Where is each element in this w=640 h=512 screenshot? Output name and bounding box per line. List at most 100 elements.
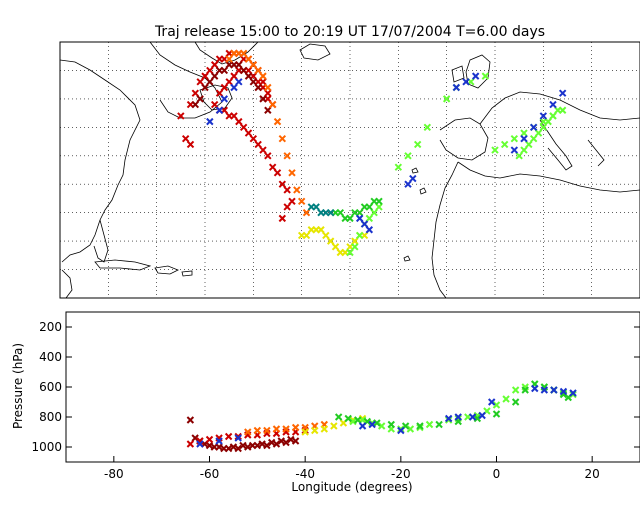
- profile-point: [406, 425, 415, 433]
- map-point: [259, 72, 267, 80]
- profile-point: [397, 425, 405, 433]
- map-point: [544, 117, 552, 126]
- map-point: [249, 61, 258, 69]
- profile-point: [444, 414, 453, 423]
- x-tick-label: -40: [295, 467, 315, 481]
- profile-point: [196, 440, 204, 448]
- map-point: [264, 152, 272, 160]
- profile-ylabel: Pressure (hPa): [11, 343, 25, 429]
- map-point: [375, 203, 383, 211]
- map-point: [254, 66, 262, 75]
- map-point: [259, 95, 267, 103]
- profile-point: [559, 387, 568, 396]
- map-point: [230, 72, 238, 80]
- map-point: [423, 123, 432, 132]
- map-point: [355, 231, 364, 240]
- coastline-british-isles: [465, 54, 491, 89]
- profile-point: [492, 410, 501, 418]
- profile-point: [253, 426, 262, 435]
- profile-point: [368, 420, 376, 429]
- profile-point: [511, 398, 520, 406]
- chart-title: Traj release 15:00 to 20:19 UT 17/07/200…: [154, 24, 545, 40]
- map-point: [206, 117, 214, 126]
- profile-point: [229, 443, 238, 451]
- profile-point: [478, 411, 486, 420]
- profile-point: [354, 416, 362, 424]
- profile-point: [287, 435, 295, 444]
- profile-point: [550, 386, 558, 394]
- map-point: [346, 214, 354, 223]
- profile-point: [531, 384, 539, 393]
- profile-point: [377, 422, 386, 430]
- profile-point: [320, 425, 329, 433]
- map-point: [264, 106, 272, 114]
- profile-point: [416, 422, 424, 430]
- y-tick-label: 400: [39, 350, 62, 364]
- profile-point: [272, 425, 281, 433]
- profile-point: [511, 386, 520, 394]
- map-point: [215, 106, 224, 114]
- map-point: [273, 117, 282, 126]
- profile-point: [244, 428, 252, 436]
- map-point: [268, 163, 277, 171]
- map-point: [360, 220, 369, 228]
- profile-point: [425, 420, 434, 429]
- profile-point: [277, 437, 285, 445]
- profile-point: [358, 414, 367, 423]
- map-point: [375, 197, 383, 205]
- map-point: [534, 129, 543, 137]
- map-series-green: [331, 197, 383, 223]
- map-point: [244, 72, 253, 80]
- map-point: [317, 226, 325, 234]
- map-grid: [60, 41, 640, 298]
- map-point: [264, 89, 272, 97]
- map-point: [191, 89, 200, 97]
- map-point: [254, 83, 262, 92]
- map-point: [210, 72, 219, 80]
- coastline-newfoundland: [199, 84, 233, 111]
- y-tick-label: 600: [39, 380, 62, 394]
- map-point: [283, 186, 291, 194]
- map-point: [225, 78, 233, 86]
- profile-point: [263, 441, 271, 450]
- coastline-cuba: [94, 259, 152, 271]
- map-point: [259, 146, 267, 154]
- profile-point: [540, 386, 549, 394]
- coastline-north-america: [59, 59, 141, 263]
- map-point: [191, 100, 200, 109]
- coastline-madeira: [411, 167, 419, 174]
- map-point: [355, 214, 364, 223]
- map-point: [355, 208, 364, 217]
- map-point: [549, 112, 557, 120]
- map-point: [273, 169, 282, 177]
- profile-point: [569, 389, 577, 397]
- map-point: [351, 237, 359, 245]
- profile-point: [215, 437, 223, 445]
- profile-xlabel: Longitude (degrees): [291, 480, 412, 494]
- x-tick-label: -20: [391, 467, 411, 481]
- map-series-orange: [225, 49, 311, 217]
- map-point: [288, 197, 296, 205]
- map-point: [404, 180, 412, 188]
- x-tick-label: -60: [200, 467, 220, 481]
- y-tick-label: 1000: [31, 440, 62, 454]
- coastline-puerto-rico: [181, 270, 193, 277]
- map-point: [404, 152, 412, 160]
- map-point: [239, 123, 248, 132]
- map-point: [442, 95, 451, 103]
- coastline-ireland: [451, 65, 465, 83]
- profile-point: [349, 417, 357, 426]
- map-point: [365, 226, 374, 234]
- map-point: [244, 55, 253, 63]
- coastlines: [59, 41, 640, 299]
- profile-point: [416, 423, 424, 432]
- map-point: [520, 135, 528, 143]
- map-point: [278, 214, 287, 223]
- map-point: [302, 231, 311, 240]
- map-point: [539, 112, 548, 120]
- map-point: [230, 83, 238, 92]
- map-point: [235, 61, 243, 69]
- coastline-italy: [539, 119, 573, 171]
- map-point: [331, 243, 340, 251]
- map-point: [268, 100, 277, 109]
